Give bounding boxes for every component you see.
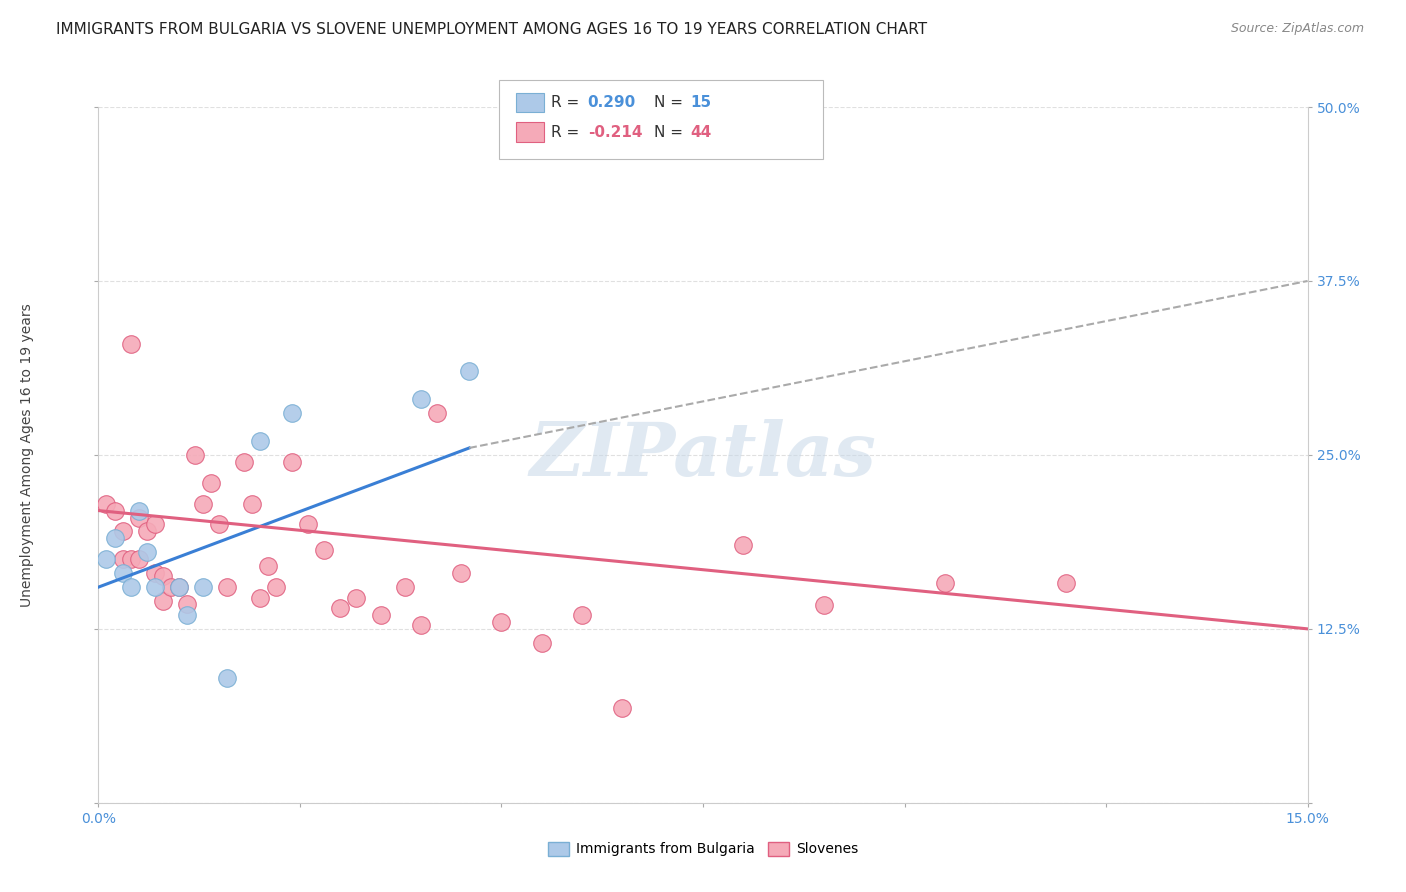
Point <box>256 559 278 574</box>
Point <box>217 580 239 594</box>
Text: 0.290: 0.290 <box>588 95 636 110</box>
Point <box>813 598 835 612</box>
Point <box>128 510 150 524</box>
Point <box>152 594 174 608</box>
Point <box>612 701 634 715</box>
Point <box>111 552 134 566</box>
Point <box>297 517 319 532</box>
Point <box>571 607 593 622</box>
Legend: Immigrants from Bulgaria, Slovenes: Immigrants from Bulgaria, Slovenes <box>543 836 863 862</box>
Point <box>281 406 304 420</box>
Point <box>111 566 134 581</box>
Point <box>167 580 190 594</box>
Point <box>120 552 142 566</box>
Point <box>103 503 125 517</box>
Point <box>193 497 215 511</box>
Text: R =: R = <box>551 95 585 110</box>
Point <box>394 580 416 594</box>
Point <box>458 364 481 378</box>
Point <box>249 591 271 606</box>
Point <box>135 545 157 559</box>
Point <box>176 597 198 611</box>
Point <box>450 566 472 581</box>
Point <box>96 497 118 511</box>
Text: 15: 15 <box>690 95 711 110</box>
Point <box>184 448 207 462</box>
Point <box>128 503 150 517</box>
Point <box>733 538 755 552</box>
Y-axis label: Unemployment Among Ages 16 to 19 years: Unemployment Among Ages 16 to 19 years <box>21 303 34 607</box>
Point <box>344 591 367 606</box>
Point <box>128 552 150 566</box>
Point <box>208 517 231 532</box>
Point <box>96 552 118 566</box>
Text: IMMIGRANTS FROM BULGARIA VS SLOVENE UNEMPLOYMENT AMONG AGES 16 TO 19 YEARS CORRE: IMMIGRANTS FROM BULGARIA VS SLOVENE UNEM… <box>56 22 928 37</box>
Point <box>314 542 336 557</box>
Point <box>103 532 125 546</box>
Point <box>143 566 166 581</box>
Point <box>329 601 352 615</box>
Point <box>409 617 432 632</box>
Point <box>370 607 392 622</box>
Text: Source: ZipAtlas.com: Source: ZipAtlas.com <box>1230 22 1364 36</box>
Text: 44: 44 <box>690 125 711 139</box>
Text: N =: N = <box>654 95 688 110</box>
Point <box>217 671 239 685</box>
Point <box>200 475 222 490</box>
Point <box>934 576 956 591</box>
Point <box>281 455 304 469</box>
Point <box>426 406 449 420</box>
Point <box>491 615 513 629</box>
Point <box>143 517 166 532</box>
Text: -0.214: -0.214 <box>588 125 643 139</box>
Point <box>409 392 432 407</box>
Point <box>120 580 142 594</box>
Point <box>167 580 190 594</box>
Point <box>135 524 157 539</box>
Point <box>120 336 142 351</box>
Point <box>193 580 215 594</box>
Point <box>160 580 183 594</box>
Point <box>240 497 263 511</box>
Point <box>176 607 198 622</box>
Text: N =: N = <box>654 125 688 139</box>
Point <box>264 580 287 594</box>
Point <box>1054 576 1077 591</box>
Text: R =: R = <box>551 125 585 139</box>
Point <box>143 580 166 594</box>
Point <box>249 434 271 448</box>
Text: ZIPatlas: ZIPatlas <box>530 418 876 491</box>
Point <box>530 636 553 650</box>
Point <box>152 569 174 583</box>
Point <box>232 455 254 469</box>
Point <box>111 524 134 539</box>
